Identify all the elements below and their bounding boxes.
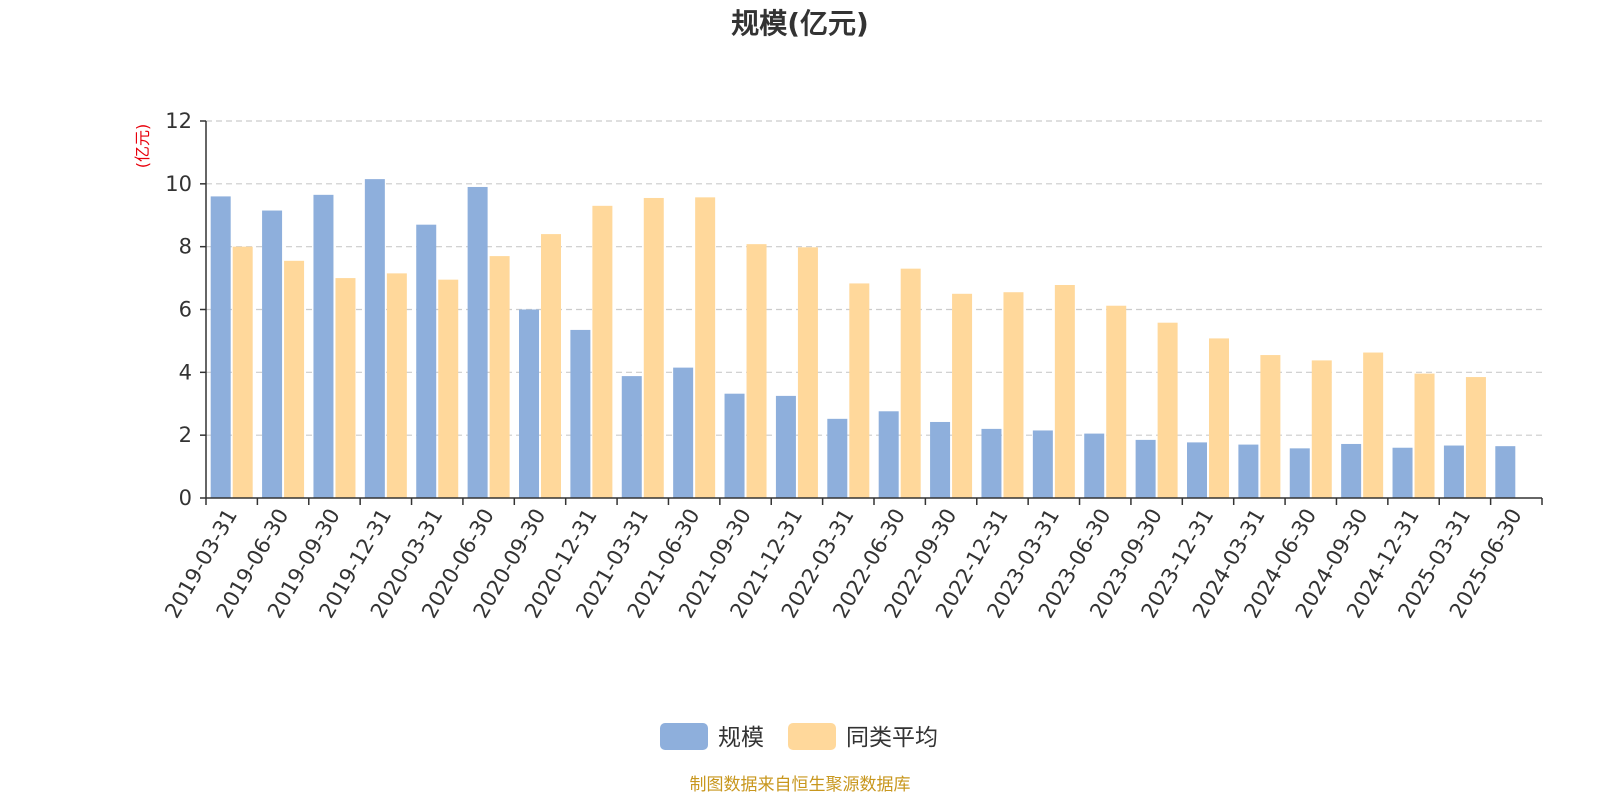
bar-peer-average bbox=[1311, 360, 1332, 498]
legend: 规模 同类平均 bbox=[660, 723, 938, 751]
bar-peer-average bbox=[695, 197, 716, 498]
y-axis-ticks: 0 2 4 6 8 10 12 bbox=[165, 109, 206, 510]
bar-peer-average bbox=[643, 197, 664, 499]
bar-peer-average bbox=[541, 234, 561, 498]
bar-scale bbox=[621, 376, 642, 498]
bar-peer-average bbox=[1465, 377, 1486, 498]
bar-scale bbox=[1495, 446, 1516, 498]
bar-peer-average bbox=[438, 279, 459, 498]
bar-scale bbox=[1135, 439, 1156, 498]
bar-scale bbox=[1084, 433, 1105, 498]
y-tick-label: 10 bbox=[165, 172, 192, 196]
bar-scale bbox=[775, 395, 796, 498]
bar-peer-average bbox=[284, 260, 305, 498]
bar-scale bbox=[724, 393, 745, 498]
bar-peer-average bbox=[1209, 338, 1229, 498]
bar-scale bbox=[210, 196, 231, 498]
y-tick-label: 6 bbox=[179, 298, 192, 322]
bar-scale bbox=[313, 194, 334, 498]
x-axis-ticks: 2019-03-312019-06-302019-09-302019-12-31… bbox=[160, 498, 1543, 622]
legend-label-scale: 规模 bbox=[718, 725, 764, 751]
bar-scale bbox=[1443, 445, 1464, 498]
bar-peer-average bbox=[592, 205, 613, 498]
bar-peer-average bbox=[900, 268, 921, 498]
bar-peer-average bbox=[489, 256, 510, 498]
source-note: 制图数据来自恒生聚源数据库 bbox=[690, 775, 911, 795]
bar-scale bbox=[519, 309, 539, 498]
bar-peer-average bbox=[1414, 373, 1435, 498]
bar-peer-average bbox=[1260, 355, 1281, 498]
bar-peer-average bbox=[1363, 352, 1384, 498]
bar-scale bbox=[981, 428, 1002, 498]
chart-title: 规模(亿元) bbox=[731, 7, 869, 40]
bar-scale bbox=[416, 224, 437, 499]
bar-scale bbox=[878, 411, 899, 498]
legend-swatch-peer-average bbox=[788, 723, 836, 750]
bar-scale bbox=[570, 329, 591, 498]
y-tick-label: 2 bbox=[179, 423, 192, 447]
bar-peer-average bbox=[1157, 322, 1178, 498]
bar-scale bbox=[1392, 447, 1413, 498]
bar-scale bbox=[1289, 448, 1310, 498]
bar-scale bbox=[1238, 444, 1259, 498]
y-tick-label: 12 bbox=[165, 109, 192, 133]
bar-peer-average bbox=[232, 246, 253, 498]
bar-scale bbox=[467, 186, 488, 498]
bar-scale bbox=[827, 418, 848, 498]
bar-peer-average bbox=[1003, 292, 1024, 498]
bars bbox=[210, 179, 1516, 499]
bar-peer-average bbox=[952, 293, 973, 498]
bar-scale bbox=[930, 421, 951, 498]
bar-peer-average bbox=[1106, 305, 1127, 498]
bar-peer-average bbox=[849, 283, 870, 498]
y-tick-label: 8 bbox=[179, 235, 192, 259]
bar-peer-average bbox=[746, 244, 767, 498]
bar-peer-average bbox=[797, 247, 818, 498]
bar-scale bbox=[1187, 442, 1207, 498]
bar-scale bbox=[364, 179, 385, 498]
legend-label-peer-average: 同类平均 bbox=[846, 725, 938, 751]
bar-peer-average bbox=[386, 273, 407, 498]
bar-scale bbox=[1032, 430, 1053, 498]
y-tick-label: 0 bbox=[179, 486, 192, 510]
bar-peer-average bbox=[335, 278, 356, 498]
legend-swatch-scale bbox=[660, 723, 708, 750]
y-tick-label: 4 bbox=[179, 360, 192, 384]
bar-peer-average bbox=[1054, 284, 1075, 498]
bar-scale bbox=[1341, 443, 1362, 498]
bar-scale bbox=[262, 210, 283, 498]
bar-scale bbox=[673, 367, 694, 498]
y-axis-label: (亿元) bbox=[133, 124, 152, 169]
